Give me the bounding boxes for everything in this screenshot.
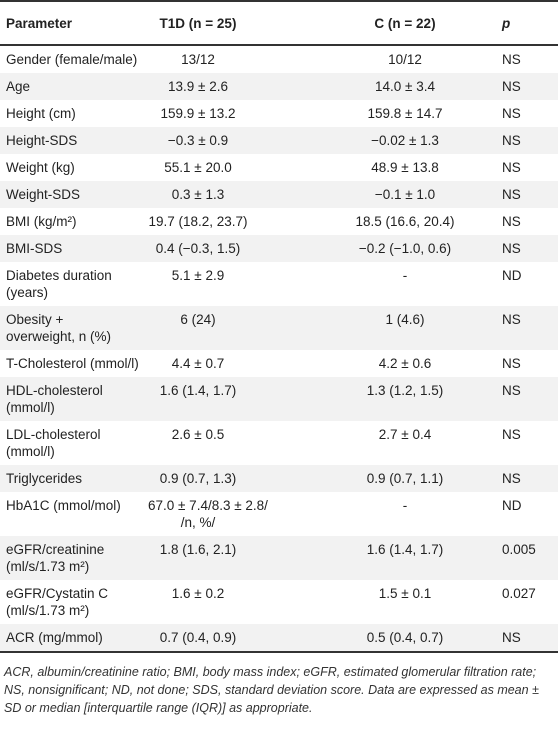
table-cell: Triglycerides <box>0 465 148 492</box>
header-cell: Parameter <box>0 1 148 46</box>
table-cell: NS <box>502 427 521 442</box>
data-table: Parameter T1D (n = 25) C (n = 22) p Gender … <box>0 0 558 653</box>
table-cell: 14.0 ± 3.4 <box>248 73 502 100</box>
table-cell: BMI-SDS <box>0 235 148 262</box>
table-cell: NS <box>502 356 521 371</box>
table-cell: 0.3 ± 1.3 <box>148 181 248 208</box>
table-cell: ND <box>502 268 522 283</box>
table-row: LDL-cholesterol (mmol/l) 2.6 ± 0.5 2.7 ± 0… <box>0 421 558 465</box>
table-cell: 0.9 (0.7, 1.1) <box>248 465 502 492</box>
table-cell: NS <box>502 235 558 262</box>
table-cell: NS <box>502 73 558 100</box>
table-cell: 1.6 (1.4, 1.7) <box>248 536 502 580</box>
table-cell: 2.6 ± 0.5 <box>171 427 225 442</box>
table-row: Weight-SDS 0.3 ± 1.3 −0.1 ± 1.0 NS <box>0 181 558 208</box>
table-cell: 5.1 ± 2.9 <box>171 268 225 283</box>
table-row: Height-SDS −0.3 ± 0.9 −0.02 ± 1.3 NS <box>0 127 558 154</box>
table-cell: Weight-SDS <box>0 181 148 208</box>
table-row: Age 13.9 ± 2.6 14.0 ± 3.4 NS <box>0 73 558 100</box>
table-cell: 1.5 ± 0.1 <box>378 586 432 601</box>
table-cell: 159.8 ± 14.7 <box>367 106 443 121</box>
table-cell: LDL-cholesterol (mmol/l) <box>6 427 101 459</box>
table-cell: NS <box>502 160 521 175</box>
table-row: eGFR/Cystatin C (ml/s/1.73 m²) 1.6 ± 0.2 1… <box>0 580 558 624</box>
table-cell: 0.5 (0.4, 0.7) <box>248 624 502 652</box>
table-cell: 19.7 (18.2, 23.7) <box>148 214 248 229</box>
table-cell: 0.7 (0.4, 0.9) <box>148 624 248 652</box>
table-cell: Weight (kg) <box>6 160 75 175</box>
table-cell: NS <box>502 106 521 121</box>
table-cell: BMI (kg/m²) <box>6 214 77 229</box>
table-cell: 2.7 ± 0.4 <box>378 427 432 442</box>
table-cell: 0.4 (−0.3, 1.5) <box>148 235 248 262</box>
table-row: HDL-cholesterol (mmol/l) 1.6 (1.4, 1.7) 1.… <box>0 377 558 421</box>
table-cell: 67.0 ± 7.4/8.3 ± 2.8/ /n, %/ <box>148 498 268 530</box>
table-cell: 1.3 (1.2, 1.5) <box>248 377 502 421</box>
table-row: BMI (kg/m²) 19.7 (18.2, 23.7) 18.5 (16.6, … <box>0 208 558 235</box>
table-cell: 0.027 <box>502 586 536 601</box>
table-cell: NS <box>502 624 558 652</box>
table-cell: Gender (female/male) <box>6 52 138 67</box>
header-cell: p <box>502 1 558 46</box>
table-row: Gender (female/male) 13/12 10/12 NS <box>0 45 558 73</box>
table-cell: NS <box>502 127 558 154</box>
table-cell: 1.6 (1.4, 1.7) <box>148 377 248 421</box>
table-cell: −0.3 ± 0.9 <box>148 127 248 154</box>
table-cell: 4.4 ± 0.7 <box>171 356 225 371</box>
table-cell: 18.5 (16.6, 20.4) <box>355 214 455 229</box>
table-cell: HbA1C (mmol/mol) <box>6 498 121 513</box>
header-row: Parameter T1D (n = 25) C (n = 22) p <box>0 1 558 46</box>
table-cell: eGFR/creatinine (ml/s/1.73 m²) <box>0 536 148 580</box>
table-cell: Obesity + overweight, n (%) <box>0 306 148 350</box>
table-row: Obesity + overweight, n (%) 6 (24) 1 (4.6)… <box>0 306 558 350</box>
table-cell: −0.02 ± 1.3 <box>248 127 502 154</box>
table-cell: 13.9 ± 2.6 <box>148 73 248 100</box>
table-cell: Age <box>0 73 148 100</box>
table-cell: T-Cholesterol (mmol/l) <box>6 356 139 371</box>
table-cell: 55.1 ± 20.0 <box>164 160 232 175</box>
table-cell: ACR (mg/mmol) <box>0 624 148 652</box>
table-cell: HDL-cholesterol (mmol/l) <box>0 377 148 421</box>
table-cell: NS <box>502 465 558 492</box>
table-cell: 159.9 ± 13.2 <box>160 106 236 121</box>
table-row: BMI-SDS 0.4 (−0.3, 1.5) −0.2 (−1.0, 0.6) NS <box>0 235 558 262</box>
header-cell: C (n = 22) <box>248 1 502 46</box>
table-cell: NS <box>502 214 521 229</box>
table-cell: 1.6 ± 0.2 <box>171 586 225 601</box>
table-cell: - <box>402 268 408 283</box>
table-row: eGFR/creatinine (ml/s/1.73 m²) 1.8 (1.6, … <box>0 536 558 580</box>
table-cell: 1.8 (1.6, 2.1) <box>148 536 248 580</box>
table-cell: −0.1 ± 1.0 <box>248 181 502 208</box>
table-cell: 10/12 <box>388 52 422 67</box>
table-cell: 0.005 <box>502 536 558 580</box>
table-row: Triglycerides 0.9 (0.7, 1.3) 0.9 (0.7, 1.1… <box>0 465 558 492</box>
table-cell: eGFR/Cystatin C (ml/s/1.73 m²) <box>6 586 109 618</box>
footnote: ACR, albumin/creatinine ratio; BMI, body… <box>4 665 539 715</box>
table-cell: 13/12 <box>181 52 215 67</box>
table-cell: Height-SDS <box>0 127 148 154</box>
table-cell: Diabetes duration (years) <box>6 268 112 300</box>
table-row: ACR (mg/mmol) 0.7 (0.4, 0.9) 0.5 (0.4, 0.7… <box>0 624 558 652</box>
header-cell: T1D (n = 25) <box>148 1 248 46</box>
table-cell: 1 (4.6) <box>248 306 502 350</box>
table-cell: 6 (24) <box>148 306 248 350</box>
table-row: HbA1C (mmol/mol) 67.0 ± 7.4/8.3 ± 2.8/ /n… <box>0 492 558 536</box>
table-row: T-Cholesterol (mmol/l) 4.4 ± 0.7 4.2 ± 0.6… <box>0 350 558 377</box>
table-cell: - <box>402 498 408 513</box>
table-body: Gender (female/male) 13/12 10/12 NS Age 13.9 … <box>0 45 558 652</box>
table-cell: Height (cm) <box>6 106 76 121</box>
table-cell: 0.9 (0.7, 1.3) <box>148 465 248 492</box>
table-row: Weight (kg) 55.1 ± 20.0 48.9 ± 13.8 NS <box>0 154 558 181</box>
table-row: Height (cm) 159.9 ± 13.2 159.8 ± 14.7 NS <box>0 100 558 127</box>
table-row: Diabetes duration (years) 5.1 ± 2.9 - ND <box>0 262 558 306</box>
table-cell: ND <box>502 498 522 513</box>
table-cell: NS <box>502 306 558 350</box>
table-cell: NS <box>502 181 558 208</box>
table-cell: NS <box>502 377 558 421</box>
table-cell: −0.2 (−1.0, 0.6) <box>248 235 502 262</box>
table-cell: 48.9 ± 13.8 <box>371 160 439 175</box>
table-cell: NS <box>502 52 521 67</box>
table-cell: 4.2 ± 0.6 <box>378 356 432 371</box>
